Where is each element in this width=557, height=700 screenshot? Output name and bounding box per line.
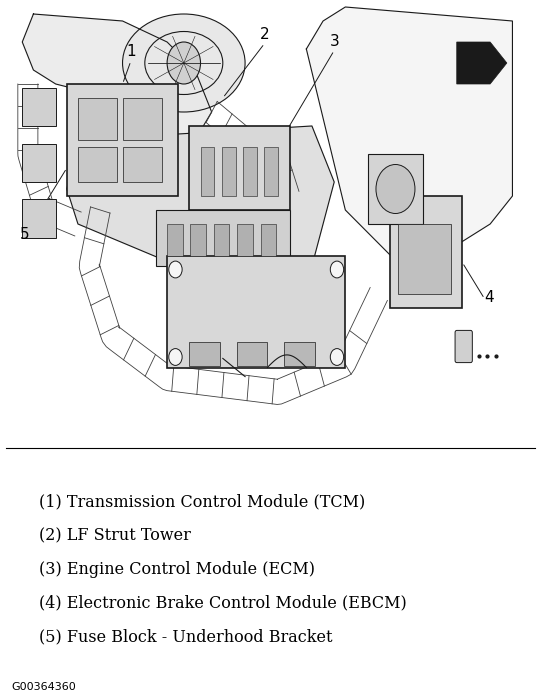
Text: (2) LF Strut Tower: (2) LF Strut Tower — [39, 527, 191, 544]
Bar — [201, 147, 214, 196]
FancyBboxPatch shape — [78, 98, 117, 140]
Text: (3) Engine Control Module (ECM): (3) Engine Control Module (ECM) — [39, 561, 315, 578]
Text: 2: 2 — [260, 27, 270, 42]
Circle shape — [167, 42, 201, 84]
Circle shape — [169, 261, 182, 278]
FancyBboxPatch shape — [368, 154, 423, 224]
Bar — [264, 147, 278, 196]
FancyBboxPatch shape — [123, 147, 162, 182]
FancyBboxPatch shape — [167, 256, 345, 368]
FancyBboxPatch shape — [455, 330, 472, 363]
Text: (5) Fuse Block - Underhood Bracket: (5) Fuse Block - Underhood Bracket — [39, 628, 333, 645]
Text: (4) Electronic Brake Control Module (EBCM): (4) Electronic Brake Control Module (EBC… — [39, 594, 407, 611]
Circle shape — [169, 349, 182, 365]
Circle shape — [330, 261, 344, 278]
FancyBboxPatch shape — [390, 196, 462, 308]
Bar — [222, 147, 236, 196]
Bar — [167, 224, 183, 256]
Bar — [261, 224, 276, 256]
FancyBboxPatch shape — [67, 84, 178, 196]
Text: 1: 1 — [126, 45, 136, 60]
FancyBboxPatch shape — [78, 147, 117, 182]
Circle shape — [330, 349, 344, 365]
Polygon shape — [306, 7, 512, 266]
FancyBboxPatch shape — [189, 342, 220, 366]
FancyBboxPatch shape — [284, 342, 315, 366]
FancyBboxPatch shape — [22, 88, 56, 126]
Bar — [214, 224, 229, 256]
Polygon shape — [22, 14, 212, 140]
FancyBboxPatch shape — [22, 199, 56, 238]
FancyBboxPatch shape — [237, 342, 267, 366]
Circle shape — [376, 164, 415, 214]
FancyBboxPatch shape — [123, 98, 162, 140]
Text: 3: 3 — [329, 34, 339, 49]
Text: 5: 5 — [20, 227, 30, 242]
Bar — [190, 224, 206, 256]
FancyBboxPatch shape — [189, 126, 290, 210]
Ellipse shape — [123, 14, 245, 112]
Polygon shape — [457, 42, 507, 84]
FancyBboxPatch shape — [22, 144, 56, 182]
Polygon shape — [67, 126, 334, 294]
FancyBboxPatch shape — [156, 210, 290, 266]
FancyBboxPatch shape — [398, 224, 451, 294]
Bar — [237, 224, 253, 256]
Text: (1) Transmission Control Module (TCM): (1) Transmission Control Module (TCM) — [39, 494, 365, 510]
Text: G00364360: G00364360 — [11, 682, 76, 692]
Text: 4: 4 — [485, 290, 494, 305]
Bar — [243, 147, 257, 196]
